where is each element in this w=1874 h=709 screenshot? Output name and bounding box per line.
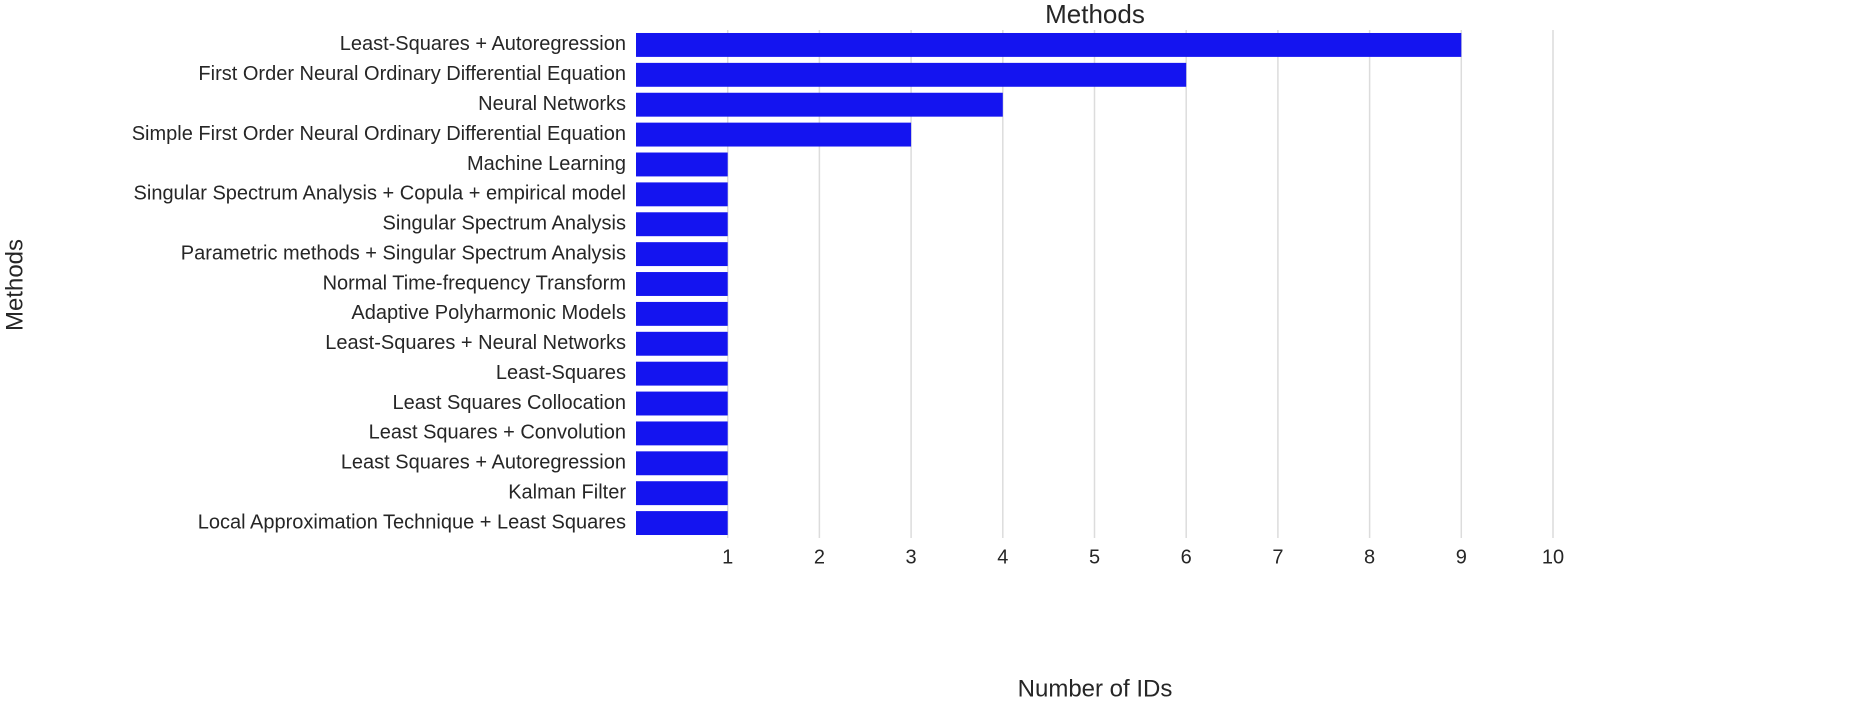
bar xyxy=(636,481,728,506)
bar xyxy=(636,62,1187,87)
y-tick-label: Local Approximation Technique + Least Sq… xyxy=(198,511,626,533)
chart-title: Methods xyxy=(1045,0,1145,29)
bar xyxy=(636,32,1462,57)
y-tick-label: Adaptive Polyharmonic Models xyxy=(351,302,626,324)
y-tick-label: Parametric methods + Singular Spectrum A… xyxy=(181,242,626,264)
y-tick-label: Machine Learning xyxy=(467,153,626,175)
bar xyxy=(636,212,728,237)
bar xyxy=(636,361,728,386)
y-tick-label: First Order Neural Ordinary Differential… xyxy=(198,63,626,85)
bar xyxy=(636,92,1003,117)
x-tick-label: 3 xyxy=(906,546,917,568)
x-tick-label: 10 xyxy=(1542,546,1564,568)
x-tick-label: 1 xyxy=(722,546,733,568)
y-tick-label: Least-Squares + Autoregression xyxy=(340,33,626,55)
bar xyxy=(636,182,728,207)
y-tick-label: Least-Squares + Neural Networks xyxy=(325,332,626,354)
y-axis-label: Methods xyxy=(1,239,28,331)
bar xyxy=(636,451,728,476)
y-tick-label: Kalman Filter xyxy=(508,481,626,503)
x-tick-label: 5 xyxy=(1089,546,1100,568)
y-tick-label: Singular Spectrum Analysis + Copula + em… xyxy=(134,183,626,205)
x-axis-label: Number of IDs xyxy=(1018,675,1173,702)
x-tick-label: 4 xyxy=(997,546,1008,568)
x-tick-label: 7 xyxy=(1272,546,1283,568)
y-tick-label: Neural Networks xyxy=(478,93,626,115)
bar xyxy=(636,331,728,356)
y-tick-label: Least Squares + Convolution xyxy=(369,422,626,444)
bar xyxy=(636,242,728,267)
x-tick-label: 9 xyxy=(1456,546,1467,568)
bar xyxy=(636,301,728,326)
bar xyxy=(636,391,728,416)
y-tick-label: Least Squares Collocation xyxy=(393,392,626,414)
x-tick-label: 8 xyxy=(1364,546,1375,568)
x-tick-label: 2 xyxy=(814,546,825,568)
bar xyxy=(636,272,728,296)
y-tick-label: Normal Time-frequency Transform xyxy=(323,272,626,294)
x-tick-label: 6 xyxy=(1181,546,1192,568)
y-tick-label: Least Squares + Autoregression xyxy=(341,452,626,474)
bar xyxy=(636,511,728,536)
y-tick-label: Singular Spectrum Analysis xyxy=(383,213,626,235)
bar xyxy=(636,421,728,446)
bar xyxy=(636,152,728,177)
y-tick-label: Least-Squares xyxy=(496,362,626,384)
bar xyxy=(636,122,912,147)
y-tick-label: Simple First Order Neural Ordinary Diffe… xyxy=(132,123,626,145)
